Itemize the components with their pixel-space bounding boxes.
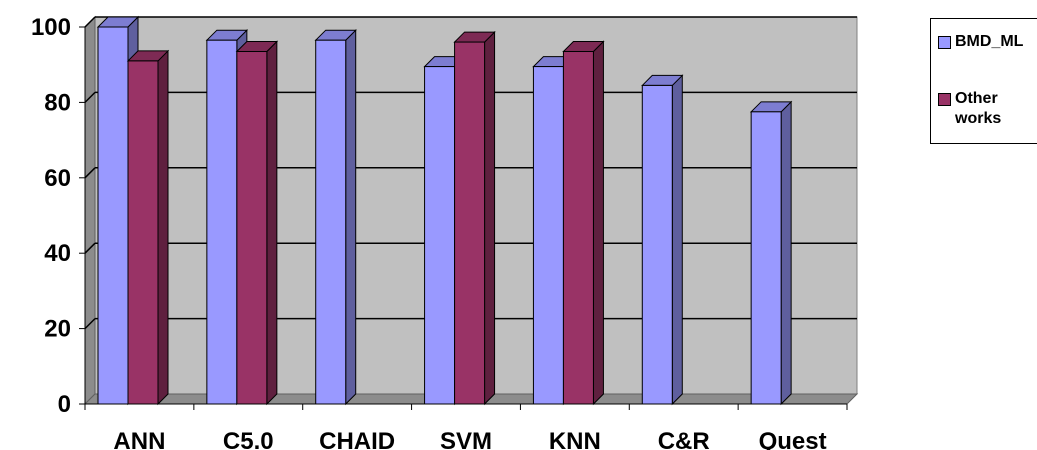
gridline-depth-100 bbox=[84, 16, 96, 28]
bar-1-2-side bbox=[345, 28, 357, 406]
gridline-depth-20 bbox=[84, 318, 96, 330]
x-tick-label-3: SVM bbox=[440, 428, 492, 450]
bar-1-2 bbox=[315, 39, 347, 405]
legend-swatch-series-1 bbox=[938, 36, 951, 49]
bar-1-4 bbox=[532, 66, 564, 405]
x-tick-label-1: C5.0 bbox=[223, 428, 274, 450]
bar-2-1 bbox=[236, 51, 268, 405]
plot-side-wall bbox=[84, 15, 96, 406]
bar-2-0 bbox=[127, 60, 159, 405]
legend-item-series-2: Other works bbox=[938, 89, 1035, 129]
bar-1-0 bbox=[97, 26, 129, 405]
x-tick-label-4: KNN bbox=[549, 428, 601, 450]
y-tick-label-80: 80 bbox=[44, 89, 71, 116]
x-tick-label-2: CHAID bbox=[319, 428, 395, 450]
y-tick-label-0: 0 bbox=[58, 391, 71, 418]
bar-2-3-side bbox=[484, 30, 496, 406]
bar-1-6-side bbox=[780, 100, 792, 406]
bar-2-0-side bbox=[157, 49, 169, 406]
bar-2-1-side bbox=[266, 40, 278, 406]
legend-swatch-series-2 bbox=[938, 93, 951, 106]
legend-item-series-1: BMD_ML bbox=[938, 32, 1035, 52]
bar-1-1 bbox=[206, 39, 238, 405]
x-tick-label-5: C&R bbox=[658, 428, 710, 450]
gridline-depth-60 bbox=[84, 167, 96, 179]
y-tick-label-60: 60 bbox=[44, 165, 71, 192]
bar-1-5 bbox=[641, 84, 673, 405]
y-tick-label-40: 40 bbox=[44, 240, 71, 267]
bar-2-3 bbox=[454, 41, 486, 405]
legend-label-series-2: Other works bbox=[955, 90, 1002, 127]
gridline-depth-80 bbox=[84, 91, 96, 103]
x-tick-label-0: ANN bbox=[113, 428, 165, 450]
legend-label-series-1: BMD_ML bbox=[955, 33, 1024, 50]
bar-2-4-side bbox=[592, 40, 604, 406]
chart-legend: BMD_ML Other works bbox=[930, 18, 1037, 144]
bar-1-3 bbox=[424, 66, 456, 405]
y-tick-label-100: 100 bbox=[31, 14, 71, 41]
bar-1-5-side bbox=[671, 74, 683, 406]
bar-1-6 bbox=[750, 111, 782, 405]
y-tick-label-20: 20 bbox=[44, 316, 71, 343]
x-tick-label-6: Quest bbox=[759, 428, 827, 450]
bar-2-4 bbox=[562, 51, 594, 405]
gridline-depth-40 bbox=[84, 242, 96, 254]
